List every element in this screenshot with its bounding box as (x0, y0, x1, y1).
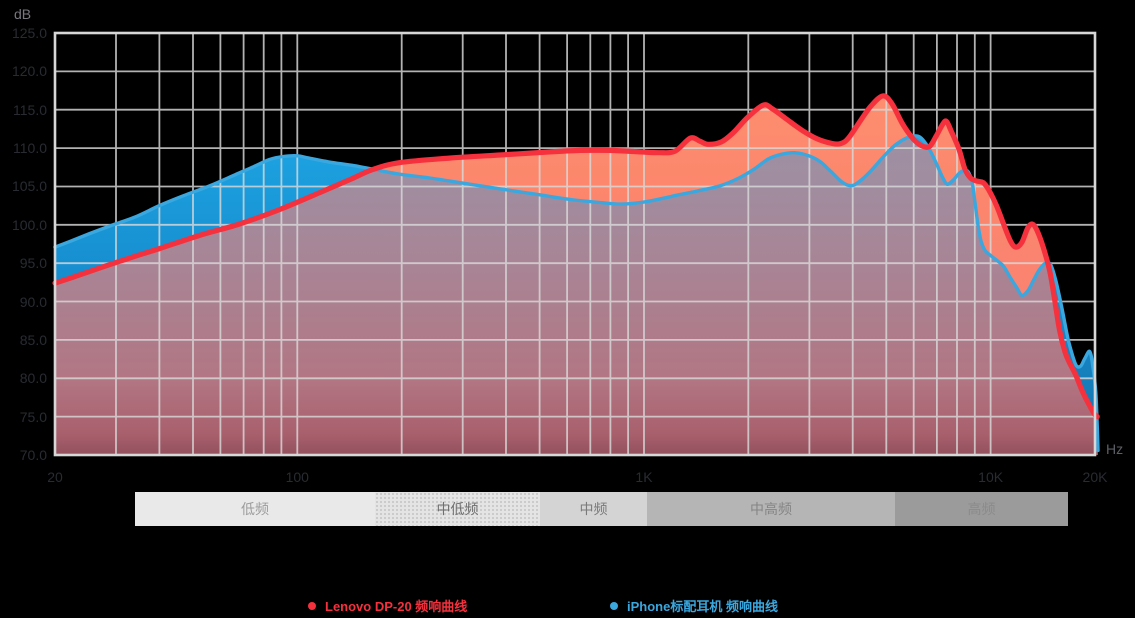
y-tick-label: 75.0 (19, 408, 47, 425)
y-tick-label: 125.0 (11, 25, 47, 41)
y-tick-label: 120.0 (11, 63, 47, 80)
x-tick-label: 1K (635, 469, 653, 485)
y-tick-label: 90.0 (19, 293, 47, 310)
y-tick-label: 85.0 (19, 331, 47, 348)
y-tick-label: 70.0 (19, 447, 47, 463)
band-mid-high-label: 中高频 (750, 501, 792, 517)
x-tick-label: 20K (1082, 469, 1108, 485)
frequency-band-bar: 低频 中低频 中频 中高频 高频 (0, 492, 1135, 526)
band-high-label: 高频 (967, 501, 996, 517)
legend-item-lenovo-dp20[interactable]: Lenovo DP-20 频响曲线 (308, 596, 467, 615)
legend: Lenovo DP-20 频响曲线 iPhone标配耳机 频响曲线 (0, 596, 1135, 614)
blue-series-line (53, 134, 1100, 453)
x-tick-label: 10K (978, 469, 1004, 485)
y-axis-unit-label: dB (14, 6, 32, 22)
legend-marker-red-dot (308, 601, 316, 610)
plot-frame (53, 31, 1097, 457)
x-tick-label: 20 (47, 469, 63, 485)
band-high: 高频 (895, 492, 1068, 526)
red-series-line (52, 93, 1100, 420)
band-mid-low-label: 中低频 (436, 501, 479, 517)
band-mid-high: 中高频 (647, 492, 895, 526)
y-tick-label: 110.0 (13, 140, 47, 157)
y-tick-label: 80.0 (19, 370, 47, 387)
band-low-label: 低频 (241, 501, 269, 517)
legend-label-iphone-earphone: iPhone标配耳机 频响曲线 (627, 599, 778, 614)
y-tick-label: 95.0 (19, 255, 47, 272)
band-mid-low: 中低频 (375, 492, 540, 526)
band-mid: 中频 (540, 492, 647, 526)
y-tick-label: 115.0 (13, 101, 47, 118)
legend-label-lenovo-dp20: Lenovo DP-20 频响曲线 (325, 599, 468, 614)
legend-marker-blue-dot (610, 601, 618, 610)
band-low: 低频 (135, 492, 375, 526)
y-tick-label: 100.0 (11, 216, 47, 233)
legend-item-iphone-earphone[interactable]: iPhone标配耳机 频响曲线 (610, 596, 778, 615)
x-tick-label: 100 (285, 469, 309, 485)
y-tick-label: 105.0 (11, 178, 47, 195)
overlap-area (55, 135, 1098, 455)
band-mid-label: 中频 (579, 501, 608, 517)
x-axis-unit-label: Hz (1106, 441, 1124, 457)
